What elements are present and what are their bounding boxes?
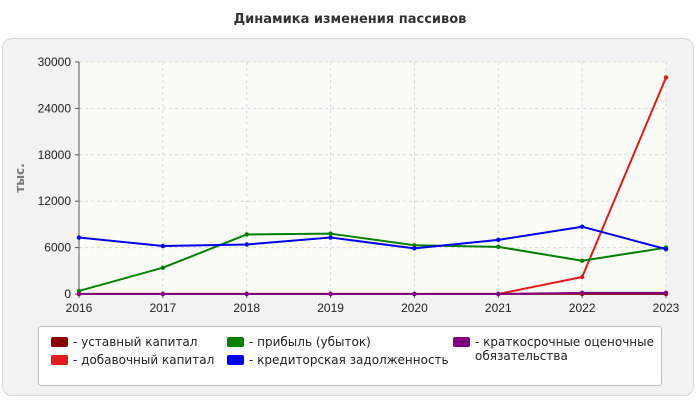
data-point-2 xyxy=(76,288,82,294)
data-point-4 xyxy=(663,290,669,296)
legend-swatch xyxy=(453,337,470,347)
y-tick-label: 6000 xyxy=(44,241,71,255)
data-point-4 xyxy=(328,291,333,297)
data-point-3 xyxy=(76,235,82,240)
data-point-2 xyxy=(160,265,166,270)
plot-area xyxy=(79,62,666,294)
x-tick-label: 2022 xyxy=(569,301,596,315)
legend-label: - уставный капитал xyxy=(73,335,198,349)
data-point-4 xyxy=(244,291,249,297)
y-axis-title: тыс. xyxy=(13,163,27,192)
data-point-2 xyxy=(579,258,585,263)
data-point-3 xyxy=(328,235,333,240)
data-point-3 xyxy=(663,246,669,252)
legend-label: - кредиторская задолженность xyxy=(249,353,449,367)
data-point-2 xyxy=(412,243,417,248)
legend-swatch xyxy=(227,337,244,347)
x-tick-label: 2019 xyxy=(317,301,344,315)
data-point-3 xyxy=(579,224,585,229)
x-tick-label: 2018 xyxy=(233,301,260,315)
data-point-2 xyxy=(328,231,333,236)
chart-title: Динамика изменения пассивов xyxy=(233,12,467,27)
y-tick-label: 0 xyxy=(64,287,71,301)
data-point-3 xyxy=(412,246,417,251)
y-tick-label: 30000 xyxy=(38,55,72,69)
y-tick-label: 12000 xyxy=(38,194,72,208)
data-point-4 xyxy=(160,291,166,297)
x-tick-label: 2023 xyxy=(653,301,680,315)
legend-label: - добавочный капитал xyxy=(73,353,215,367)
legend-label: - прибыль (убыток) xyxy=(249,335,371,349)
x-tick-label: 2021 xyxy=(485,301,512,315)
data-point-4 xyxy=(76,291,82,297)
series-line-4 xyxy=(79,291,666,295)
legend-swatch xyxy=(227,355,244,365)
x-tick-label: 2017 xyxy=(150,301,177,315)
series-line-2 xyxy=(78,232,667,292)
data-point-1 xyxy=(579,274,585,280)
data-point-1 xyxy=(663,75,669,80)
data-point-2 xyxy=(244,232,249,237)
data-point-4 xyxy=(496,291,501,297)
data-point-2 xyxy=(496,244,501,250)
legend-swatch xyxy=(51,337,68,347)
x-tick-label: 2016 xyxy=(66,301,93,315)
data-point-3 xyxy=(160,243,166,249)
chart-legend: - уставный капитал - добавочный капитал … xyxy=(38,326,662,386)
data-point-4 xyxy=(579,290,585,296)
x-tick-label: 2020 xyxy=(401,301,428,315)
data-point-4 xyxy=(412,291,417,297)
y-tick-label: 18000 xyxy=(38,148,72,162)
data-point-3 xyxy=(496,237,501,243)
y-tick-label: 24000 xyxy=(38,101,72,115)
legend-swatch xyxy=(51,355,68,365)
legend-label: - краткосрочные оценочные обязательства xyxy=(475,335,654,363)
series-line-3 xyxy=(78,225,667,251)
data-point-3 xyxy=(244,242,249,247)
